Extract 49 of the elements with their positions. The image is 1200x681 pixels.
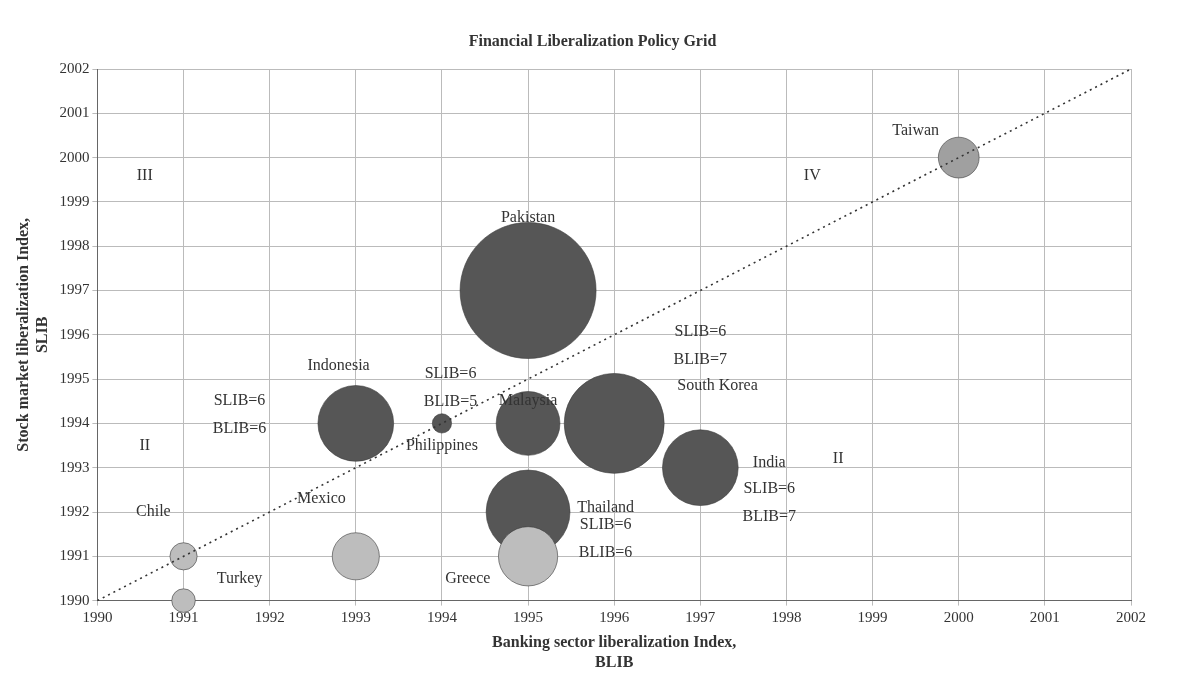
y-tick-label: 1996 xyxy=(59,325,90,342)
x-tick-label: 1994 xyxy=(426,608,458,625)
annotation: SLIB=6 BLIB=7 xyxy=(673,322,728,368)
y-tick-label: 2000 xyxy=(59,148,90,165)
x-tick-label: 1992 xyxy=(254,608,285,625)
y-tick-label: 1991 xyxy=(59,547,90,564)
data-label: Pakistan xyxy=(500,207,556,225)
x-tick-label: 2002 xyxy=(1116,608,1146,625)
data-label: Chile xyxy=(136,502,171,520)
x-tick-label: 1993 xyxy=(340,608,371,625)
data-label: Taiwan xyxy=(892,121,940,139)
data-label: India xyxy=(752,453,786,471)
y-tick-label: 1998 xyxy=(59,237,90,254)
annotation: IV xyxy=(803,165,822,183)
x-tick-label: 2000 xyxy=(943,608,974,625)
annotation: SLIB=6 BLIB=6 xyxy=(578,514,633,560)
x-tick-label: 2001 xyxy=(1029,608,1060,625)
y-tick-label: 1994 xyxy=(59,414,90,431)
annotation: SLIB=6 BLIB=5 xyxy=(423,364,478,410)
annotation: II xyxy=(832,449,844,467)
y-tick-label: 1999 xyxy=(59,192,90,209)
x-tick-label: 1996 xyxy=(599,608,630,625)
chart-title: Financial Liberalization Policy Grid xyxy=(468,31,717,50)
y-tick-label: 2001 xyxy=(59,104,90,121)
data-label: Thailand xyxy=(577,497,635,515)
x-tick-label: 1990 xyxy=(82,608,113,625)
y-tick-label: 1990 xyxy=(59,591,90,608)
annotation: SLIB=6 BLIB=7 xyxy=(742,479,796,525)
y-tick-label: 1993 xyxy=(59,458,90,475)
x-tick-label: 1991 xyxy=(168,608,199,625)
y-tick-label: 1992 xyxy=(59,502,90,519)
y-tick-label: 2002 xyxy=(59,59,90,76)
x-tick-label: 1999 xyxy=(857,608,888,625)
y-axis-title: Stock market liberalization Index, SLIB xyxy=(13,217,50,452)
x-tick-label: 1997 xyxy=(685,608,716,625)
x-tick-label: 1998 xyxy=(771,608,802,625)
y-tick-label: 1997 xyxy=(59,281,90,298)
data-label: South Korea xyxy=(677,375,758,393)
x-axis-title: Banking sector liberalization Index, BLIB xyxy=(492,633,737,670)
x-tick-label: 1995 xyxy=(513,608,544,625)
y-tick-label: 1995 xyxy=(59,370,90,387)
data-label: Greece xyxy=(445,568,491,586)
data-label: Indonesia xyxy=(307,356,370,374)
data-label: Mexico xyxy=(296,488,346,506)
annotation: SLIB=6 BLIB=6 xyxy=(212,390,267,436)
data-label: Philippines xyxy=(405,435,478,454)
data-label: Turkey xyxy=(216,568,263,587)
annotation: II xyxy=(139,435,151,453)
annotation: III xyxy=(136,165,153,183)
